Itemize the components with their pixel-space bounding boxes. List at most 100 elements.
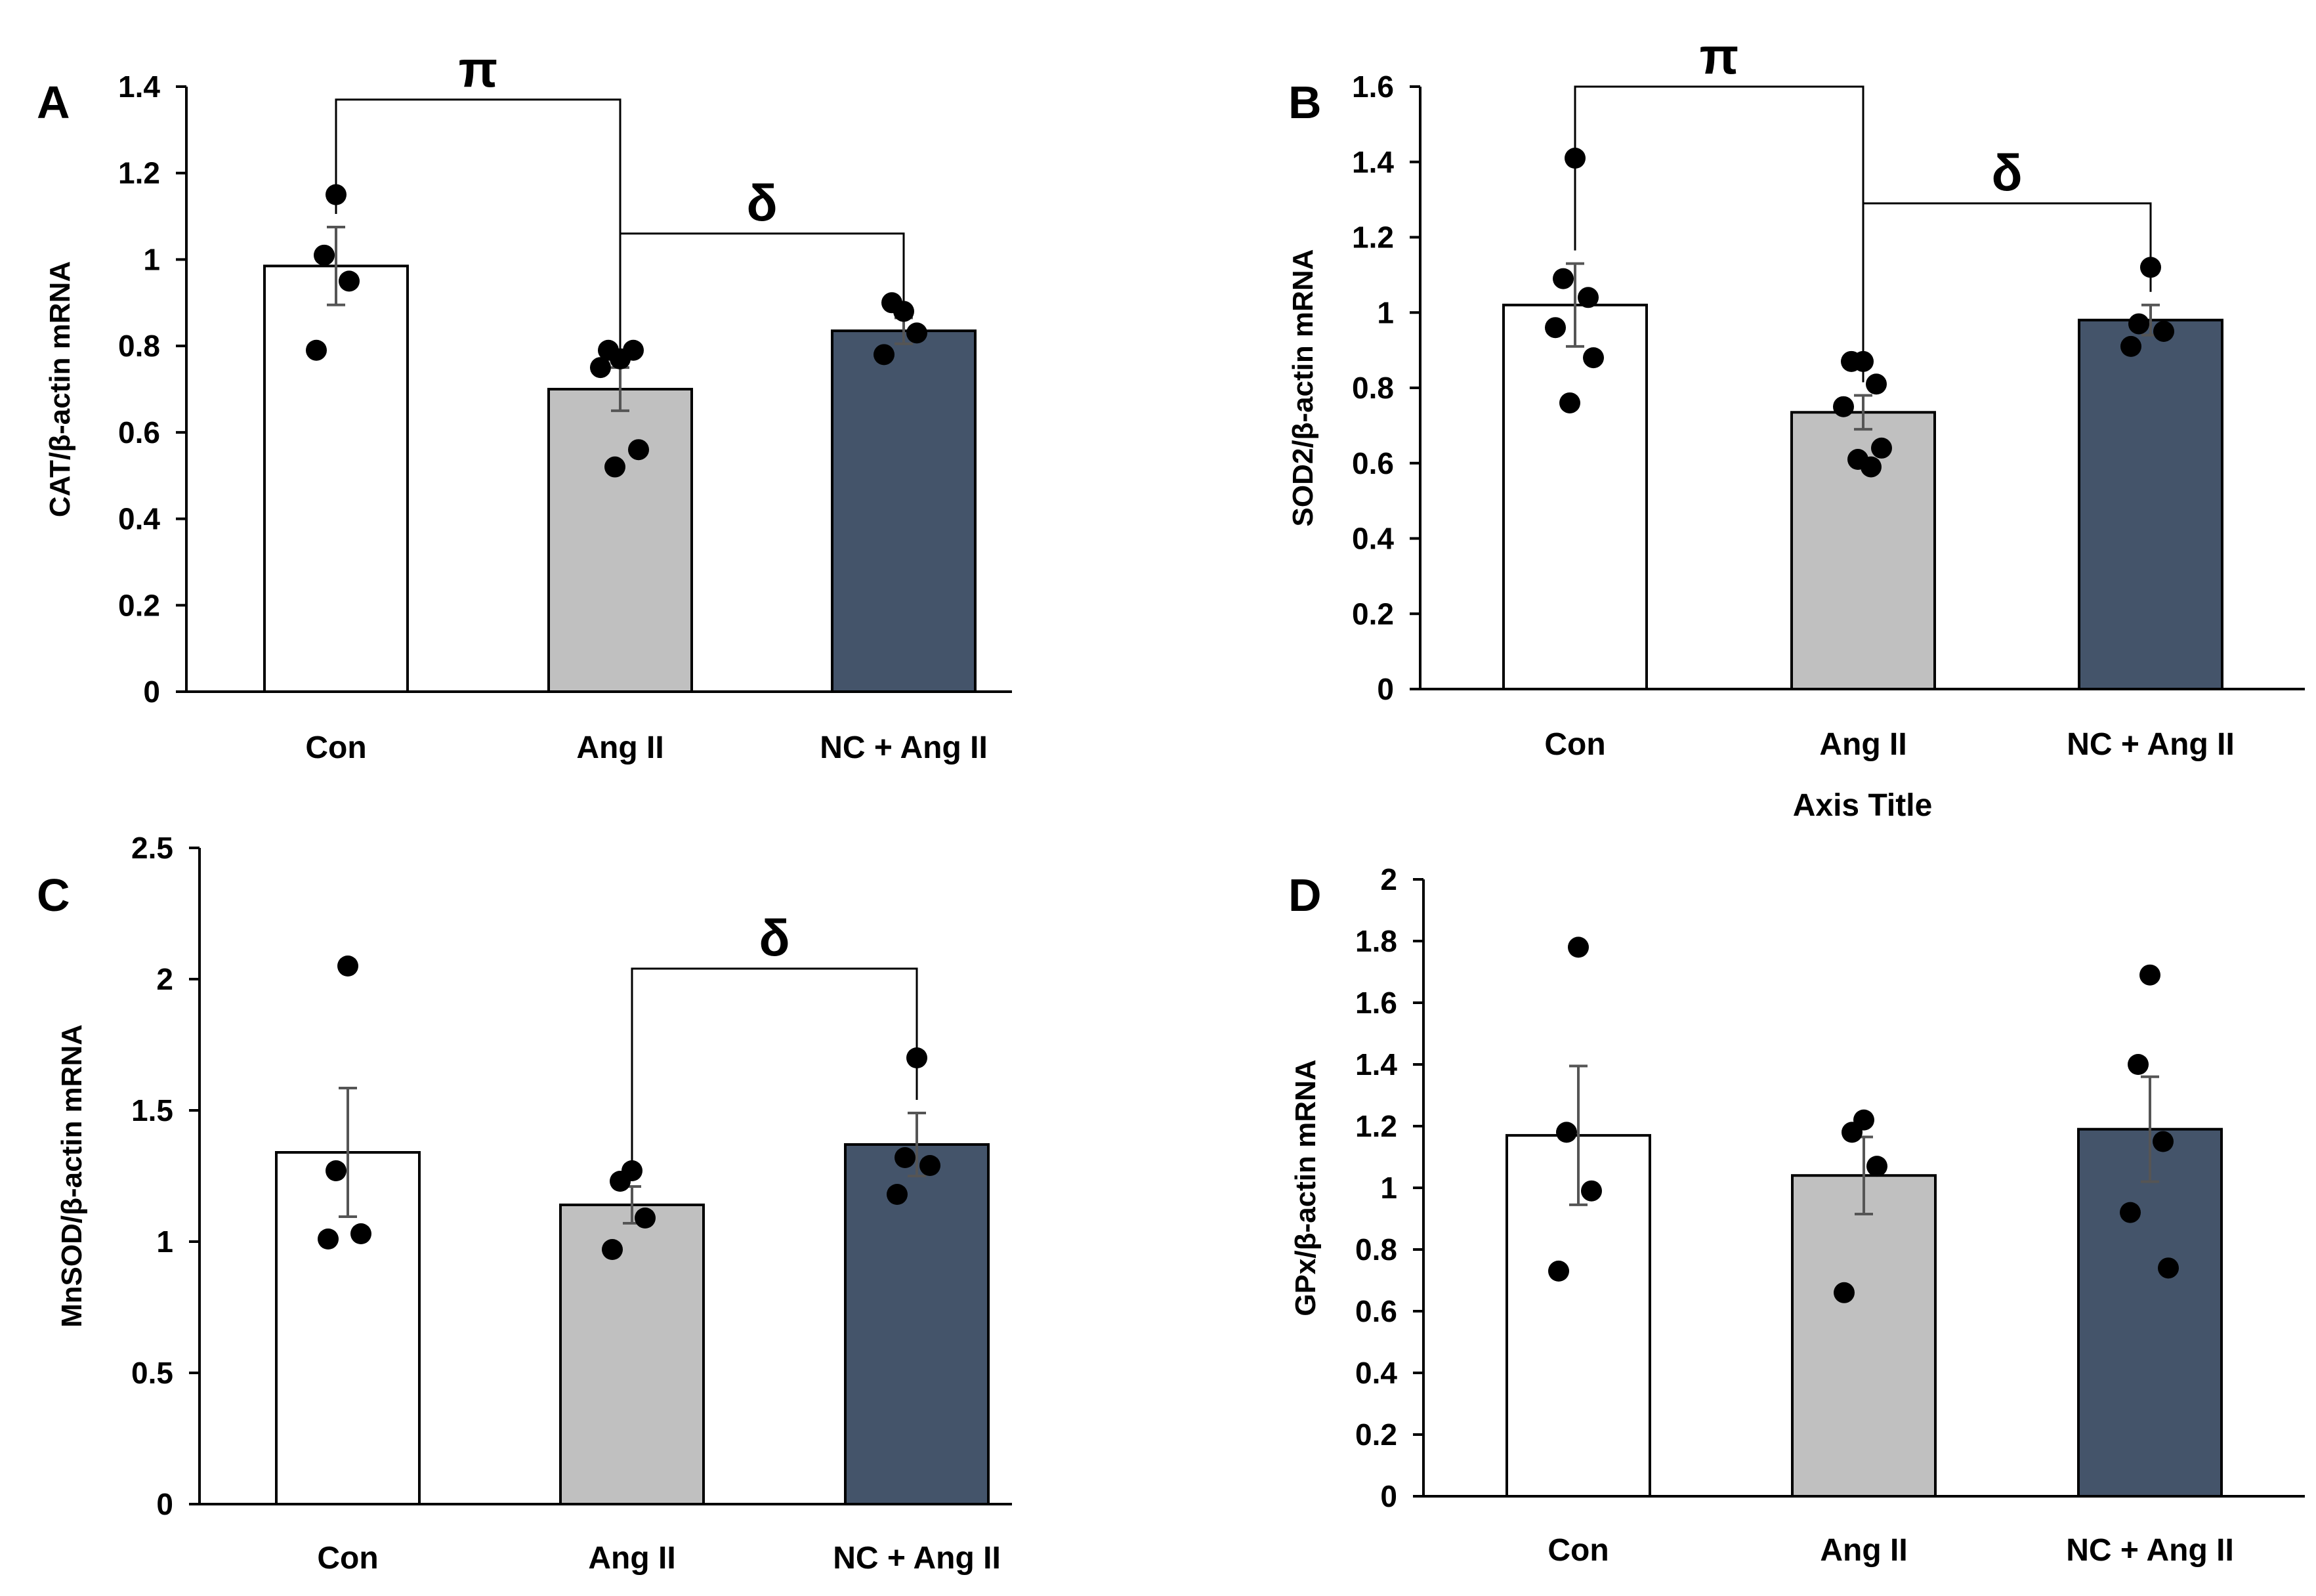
- data-point: [887, 1184, 908, 1205]
- data-point: [1833, 396, 1854, 417]
- data-point: [881, 292, 902, 314]
- significance-symbol: δ: [1991, 144, 2022, 201]
- data-point: [2128, 1054, 2149, 1075]
- y-tick-label: 1: [156, 1225, 173, 1259]
- data-point: [874, 344, 895, 366]
- data-point: [314, 244, 335, 266]
- y-tick-label: 1.6: [1352, 70, 1394, 104]
- y-tick-label: 0.2: [1352, 597, 1394, 631]
- x-axis-title: Axis Title: [1793, 788, 1933, 823]
- data-point: [1553, 268, 1574, 289]
- data-point: [1861, 456, 1882, 478]
- category-label: Ang II: [1819, 727, 1906, 762]
- panel-letter: D: [1288, 870, 1322, 921]
- y-tick-label: 1: [1380, 1171, 1397, 1205]
- y-tick-label: 2.5: [131, 831, 173, 865]
- data-point: [326, 1160, 347, 1181]
- panel-d: D 0 0.2 0.4 0.6 0.8 1 1.2 1.4 1.6 1.8 2 Con Ang II NC …: [1288, 862, 2305, 1568]
- data-point: [2128, 313, 2149, 335]
- category-label: NC + Ang II: [2066, 1533, 2234, 1568]
- y-axis-label: GPx/β-actin mRNA: [1290, 1059, 1322, 1316]
- data-point: [1842, 1122, 1863, 1143]
- data-point: [1578, 287, 1599, 308]
- y-tick-label: 0.6: [1355, 1294, 1397, 1328]
- data-point: [1581, 1180, 1602, 1202]
- y-tick-label: 1.8: [1355, 924, 1397, 958]
- bar-3: [831, 329, 977, 694]
- bar-2: [1791, 1174, 1937, 1498]
- panel-letter: C: [37, 870, 70, 921]
- panel-c: C 0 0.5 1 1.5 2 2.5 Con Ang II NC + Ang II MnSOD/β…: [37, 831, 1012, 1576]
- data-point: [1556, 1122, 1577, 1143]
- y-tick-label: 1.5: [131, 1093, 173, 1127]
- y-tick-label: 0: [1377, 672, 1394, 706]
- category-label: NC + Ang II: [2067, 727, 2235, 762]
- y-tick-label: 1.6: [1355, 986, 1397, 1020]
- category-label: NC + Ang II: [820, 730, 988, 765]
- significance-symbol: δ: [759, 909, 790, 967]
- bar-1: [1502, 303, 1648, 690]
- category-label: Con: [1544, 727, 1605, 762]
- data-point: [1548, 1260, 1569, 1282]
- y-axis-label: MnSOD/β-actin mRNA: [56, 1024, 88, 1328]
- y-tick-label: 2: [1380, 862, 1397, 896]
- y-tick-label: 0.5: [131, 1356, 173, 1390]
- data-point: [2120, 1202, 2141, 1223]
- significance-bracket: δ: [1862, 144, 2152, 383]
- y-tick-label: 0.6: [1352, 446, 1394, 480]
- data-point: [350, 1223, 371, 1244]
- data-point: [610, 1171, 631, 1192]
- bar-3: [2077, 1127, 2223, 1498]
- bar-2: [559, 1204, 705, 1505]
- y-tick-label: 1.2: [1352, 220, 1394, 255]
- significance-bracket: δ: [619, 174, 905, 355]
- y-tick-label: 1.2: [1355, 1109, 1397, 1143]
- data-point: [604, 456, 625, 478]
- y-tick-label: 0: [143, 675, 160, 709]
- data-point: [2120, 335, 2141, 357]
- data-point: [337, 956, 358, 976]
- significance-symbol: π: [459, 40, 498, 98]
- category-label: Con: [1548, 1533, 1609, 1568]
- y-tick-label: 0.4: [118, 502, 160, 536]
- data-point: [623, 339, 644, 361]
- y-tick-label: 0.4: [1355, 1356, 1397, 1390]
- bar-3: [2078, 318, 2223, 691]
- category-label: NC + Ang II: [833, 1541, 1001, 1576]
- significance-symbol: δ: [746, 174, 777, 232]
- data-point: [1841, 350, 1862, 372]
- bar-2: [547, 388, 693, 693]
- data-point: [602, 1239, 623, 1260]
- data-point: [919, 1155, 940, 1176]
- y-tick-label: 1: [143, 242, 160, 276]
- bar-1: [263, 264, 409, 693]
- data-point: [339, 270, 360, 292]
- data-point: [1568, 936, 1589, 958]
- data-point: [1583, 347, 1604, 369]
- y-tick-label: 1: [1377, 295, 1394, 329]
- data-point: [1545, 317, 1566, 339]
- data-point: [1866, 373, 1887, 395]
- y-tick-label: 1.4: [1355, 1047, 1397, 1082]
- y-tick-label: 0.6: [118, 415, 160, 450]
- data-point: [1866, 1156, 1887, 1177]
- bar-3: [844, 1143, 990, 1505]
- data-point: [590, 357, 611, 379]
- category-label: Con: [317, 1541, 378, 1576]
- y-axis-label: SOD2/β-actin mRNA: [1287, 249, 1319, 527]
- category-label: Ang II: [576, 730, 663, 765]
- data-point: [2139, 964, 2160, 986]
- data-point: [306, 339, 327, 361]
- category-label: Con: [305, 730, 366, 765]
- significance-symbol: π: [1700, 27, 1739, 85]
- significance-bracket: δ: [631, 909, 918, 1173]
- y-axis-label: CAT/β-actin mRNA: [44, 261, 76, 517]
- y-tick-label: 0.8: [118, 329, 160, 363]
- data-point: [628, 439, 649, 461]
- data-point: [2158, 1257, 2179, 1279]
- data-point: [1834, 1282, 1855, 1303]
- y-tick-label: 1.2: [118, 156, 160, 190]
- data-point: [2153, 1131, 2174, 1152]
- y-tick-label: 0.4: [1352, 522, 1394, 556]
